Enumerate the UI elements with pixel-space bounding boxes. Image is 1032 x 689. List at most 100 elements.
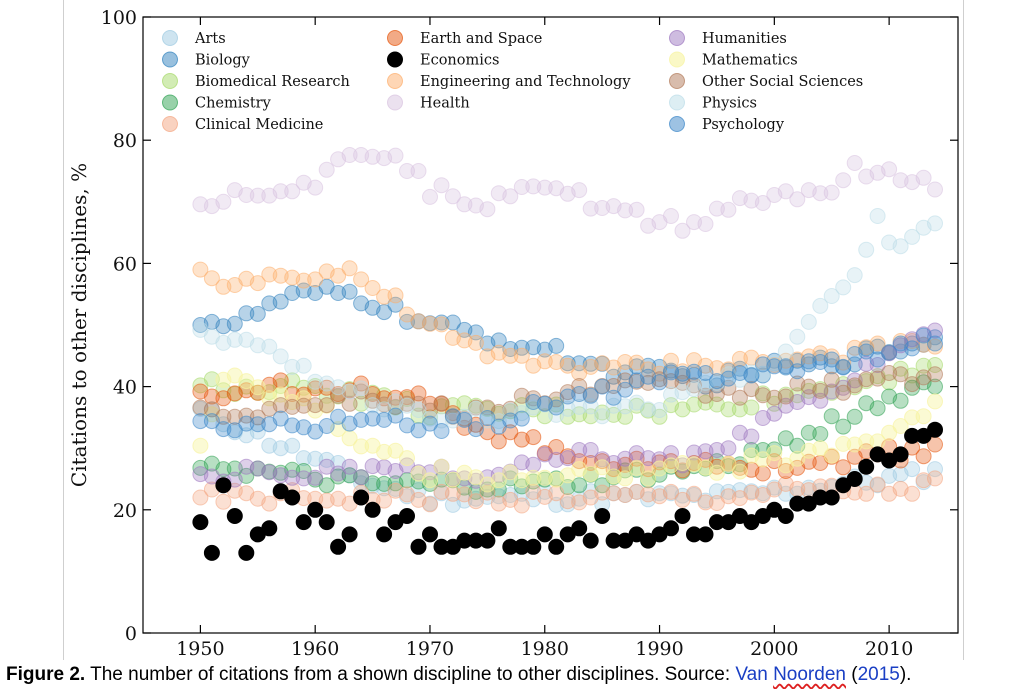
point-health — [777, 183, 794, 200]
point-health — [284, 183, 301, 200]
point-other-social-sciences — [777, 388, 794, 405]
point-biomedical-research — [743, 399, 760, 416]
point-economics — [571, 520, 588, 537]
point-health — [479, 201, 496, 218]
point-physics — [823, 288, 840, 304]
point-engineering-and-technology — [376, 288, 393, 305]
legend-entry-arts: Arts — [162, 30, 226, 47]
point-psychology — [915, 327, 932, 344]
point-clinical-medicine — [467, 493, 484, 510]
point-psychology — [422, 415, 438, 432]
point-health — [720, 201, 737, 218]
legend-marker — [387, 30, 403, 46]
point-engineering-and-technology — [513, 347, 530, 364]
point-engineering-and-technology — [869, 335, 886, 352]
point-health — [846, 155, 863, 171]
point-other-social-sciences — [617, 372, 634, 389]
plot-frame — [142, 16, 959, 634]
point-health — [215, 193, 232, 210]
point-biomedical-research — [536, 408, 553, 425]
point-engineering-and-technology — [307, 271, 324, 288]
point-physics — [812, 297, 829, 314]
point-economics — [548, 538, 565, 555]
point-economics — [663, 520, 679, 537]
point-physics — [869, 208, 886, 224]
point-other-social-sciences — [892, 366, 909, 383]
legend-entry-health: Health — [387, 94, 470, 112]
point-psychology — [858, 343, 875, 360]
caption-text: The number of citations from a shown dis… — [85, 664, 736, 685]
point-clinical-medicine — [548, 485, 565, 502]
point-arts — [904, 461, 921, 478]
point-mathematics — [812, 440, 829, 457]
legend-marker — [669, 94, 685, 111]
point-chemistry — [869, 400, 886, 417]
point-health — [915, 169, 932, 186]
point-health — [249, 187, 266, 204]
source-link-part1[interactable]: Van — [735, 664, 774, 685]
x-tick-label: 1990 — [635, 638, 683, 660]
point-psychology — [582, 387, 599, 404]
source-year-link[interactable]: 2015 — [857, 664, 900, 685]
legend-marker — [387, 51, 403, 68]
point-psychology — [904, 340, 921, 357]
point-engineering-and-technology — [295, 272, 312, 289]
point-mathematics — [731, 463, 748, 480]
point-economics — [330, 538, 347, 555]
point-health — [835, 172, 852, 189]
point-economics — [927, 421, 943, 438]
point-biology — [341, 283, 358, 300]
point-mathematics — [399, 450, 415, 467]
point-humanities — [720, 440, 737, 457]
point-mathematics — [927, 393, 943, 410]
point-biology — [330, 285, 347, 301]
point-mathematics — [835, 435, 852, 452]
point-biology — [238, 305, 255, 322]
point-humanities — [341, 458, 358, 475]
point-clinical-medicine — [192, 489, 209, 506]
source-link-part2[interactable]: Noorden — [773, 664, 846, 685]
point-psychology — [479, 410, 496, 426]
point-physics — [904, 228, 921, 245]
point-clinical-medicine — [376, 492, 393, 509]
point-psychology — [249, 416, 266, 433]
point-mathematics — [433, 458, 450, 475]
point-clinical-medicine — [559, 493, 576, 510]
legend-marker — [669, 51, 685, 68]
series-engineering-and-technology — [192, 260, 943, 382]
point-humanities — [743, 428, 760, 445]
legend-entry-psychology: Psychology — [669, 116, 785, 133]
y-tick-label: 0 — [125, 623, 137, 645]
point-engineering-and-technology — [663, 352, 679, 369]
point-engineering-and-technology — [341, 260, 358, 277]
point-psychology — [697, 365, 714, 381]
point-clinical-medicine — [215, 493, 232, 510]
point-physics — [651, 402, 668, 418]
point-economics — [858, 458, 875, 475]
point-physics — [571, 398, 588, 415]
point-biology — [272, 293, 289, 310]
point-other-social-sciences — [433, 395, 450, 412]
point-psychology — [835, 358, 852, 375]
point-mathematics — [720, 455, 737, 472]
legend-label: Engineering and Technology — [420, 74, 631, 90]
point-psychology — [192, 413, 209, 430]
point-mathematics — [628, 459, 645, 476]
point-psychology — [215, 421, 232, 438]
legend-entry-biomedical-research: Biomedical Research — [162, 73, 350, 90]
legend-entry-mathematics: Mathematics — [669, 51, 798, 69]
point-clinical-medicine — [513, 497, 530, 514]
point-psychology — [800, 353, 817, 370]
point-economics — [307, 501, 324, 518]
point-chemistry — [743, 442, 760, 458]
point-earth-and-space — [628, 450, 645, 467]
point-economics — [353, 489, 370, 506]
point-physics — [594, 408, 611, 425]
point-psychology — [594, 378, 611, 395]
point-health — [513, 179, 530, 195]
point-physics — [272, 348, 289, 365]
point-mathematics — [892, 418, 909, 434]
point-humanities — [697, 443, 714, 460]
point-health — [571, 182, 588, 199]
point-other-social-sciences — [927, 366, 943, 383]
